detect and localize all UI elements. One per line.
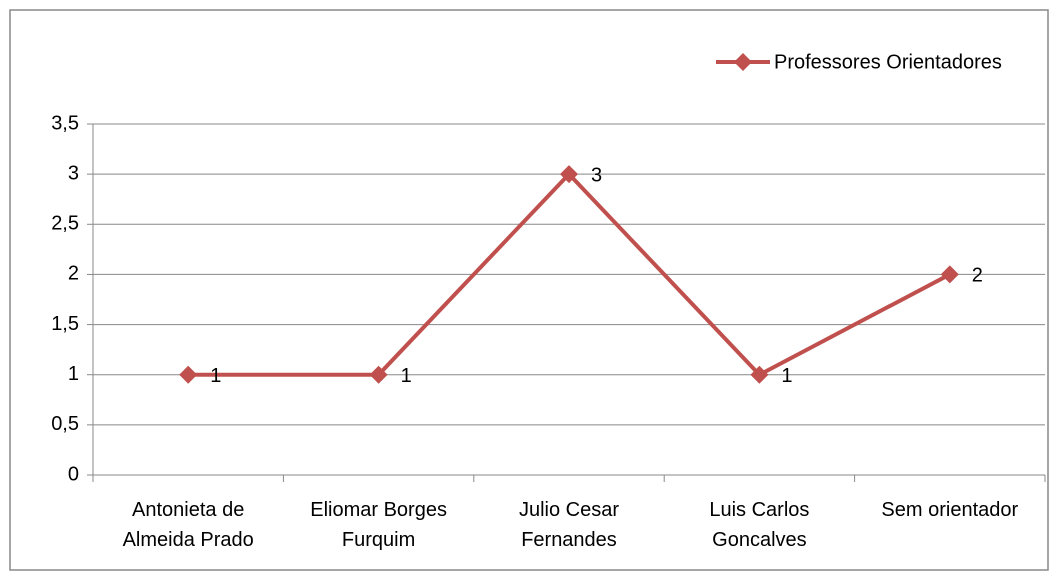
x-tick-label: Julio Cesar Fernandes [518, 499, 620, 551]
marker [179, 365, 198, 384]
legend-label: Professores Orientadores [774, 51, 1002, 73]
y-tick-label: 2 [68, 263, 79, 285]
marker [560, 165, 578, 184]
data-label: 1 [210, 365, 221, 387]
y-tick-label: 2,5 [51, 213, 79, 235]
legend-marker [734, 53, 752, 71]
data-label: 1 [781, 365, 792, 387]
data-label: 2 [972, 265, 983, 287]
marker [940, 265, 959, 284]
chart-frame [9, 9, 1049, 571]
x-tick-label: Eliomar Borges Furquim [310, 499, 447, 551]
marker [750, 365, 769, 384]
y-tick-label: 3 [68, 162, 79, 184]
marker [369, 365, 388, 384]
y-tick-label: 0,5 [51, 413, 79, 435]
data-label: 1 [401, 365, 412, 387]
x-tick-label: Antonieta de Almeida Prado [122, 499, 254, 551]
y-tick-label: 3,5 [51, 112, 79, 134]
x-tick-label: Sem orientador [881, 499, 1019, 521]
y-tick-label: 1,5 [51, 313, 79, 335]
y-tick-label: 1 [68, 363, 79, 385]
data-label: 3 [591, 164, 602, 186]
y-tick-label: 0 [68, 463, 79, 485]
x-tick-label: Luis Carlos Goncalves [709, 499, 810, 551]
